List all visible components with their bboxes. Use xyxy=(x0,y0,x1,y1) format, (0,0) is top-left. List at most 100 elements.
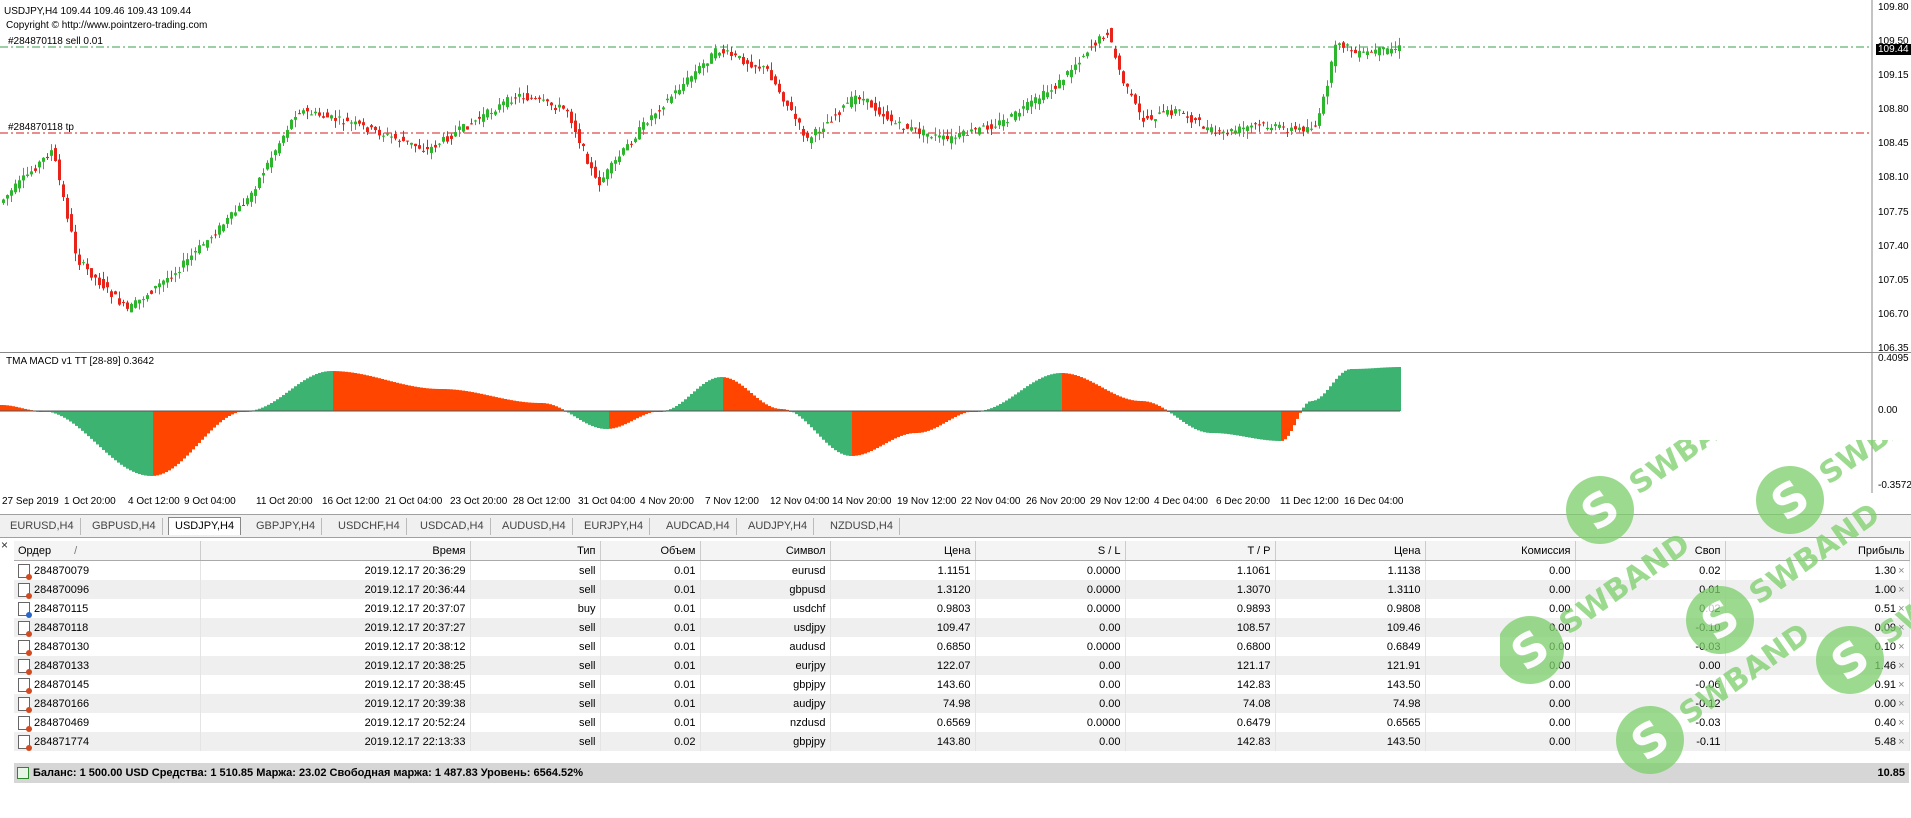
candle-body xyxy=(746,60,749,64)
order-row[interactable]: 284870115 2019.12.17 20:37:07 buy 0.01 usdch… xyxy=(14,599,1910,618)
macd-bar xyxy=(447,389,450,411)
close-order-icon[interactable]: × xyxy=(1898,697,1905,710)
chart-tab[interactable]: NZDUSD,H4 xyxy=(824,518,900,535)
close-order-icon[interactable]: × xyxy=(1898,583,1905,596)
col-time[interactable]: Время xyxy=(200,541,471,561)
cell-sl: 0.00 xyxy=(975,732,1126,751)
candle-body xyxy=(850,96,853,108)
chart-tab[interactable]: USDJPY,H4 xyxy=(168,517,242,535)
candle-body xyxy=(1098,36,1101,44)
macd-bar xyxy=(996,405,999,411)
order-row[interactable]: 284870096 2019.12.17 20:36:44 sell 0.01 gbpu… xyxy=(14,580,1910,599)
close-order-icon[interactable]: × xyxy=(1898,621,1905,634)
candles xyxy=(2,27,1401,313)
close-order-icon[interactable]: × xyxy=(1898,735,1905,748)
col-tp[interactable]: T / P xyxy=(1125,541,1276,561)
price-tick: 106.70 xyxy=(1878,309,1909,320)
macd-bar xyxy=(768,405,771,411)
order-row[interactable]: 284870079 2019.12.17 20:36:29 sell 0.01 euru… xyxy=(14,560,1910,580)
order-line-label: #284870118 sell 0.01 xyxy=(8,36,103,47)
macd-bar xyxy=(585,411,588,424)
col-commission[interactable]: Комиссия xyxy=(1425,541,1576,561)
chart-tab[interactable]: AUDCAD,H4 xyxy=(660,518,737,535)
cell-profit: 0.91 × xyxy=(1725,675,1910,694)
macd-bar xyxy=(384,379,387,411)
col-swap[interactable]: Своп xyxy=(1575,541,1726,561)
macd-bar xyxy=(882,411,885,445)
candle-body xyxy=(634,138,637,143)
candle-body xyxy=(1018,112,1021,117)
col-symbol[interactable]: Символ xyxy=(700,541,831,561)
col-profit[interactable]: Прибыль xyxy=(1725,541,1910,561)
price-chart[interactable]: USDJPY,H4 109.44 109.46 109.43 109.44 Co… xyxy=(0,0,1911,354)
order-row[interactable]: 284870166 2019.12.17 20:39:38 sell 0.01 audj… xyxy=(14,694,1910,713)
order-row[interactable]: 284871774 2019.12.17 22:13:33 sell 0.02 gbpj… xyxy=(14,732,1910,751)
terminal-close-icon[interactable]: × xyxy=(1,538,9,552)
macd-bar xyxy=(1044,376,1047,411)
macd-bar xyxy=(387,380,390,411)
order-row[interactable]: 284870145 2019.12.17 20:38:45 sell 0.01 gbpj… xyxy=(14,675,1910,694)
macd-bar xyxy=(1128,399,1131,411)
price-tick: 108.80 xyxy=(1878,104,1909,115)
macd-bar xyxy=(720,377,723,411)
close-order-icon[interactable]: × xyxy=(1898,602,1905,615)
macd-bar xyxy=(876,411,879,449)
close-order-icon[interactable]: × xyxy=(1898,659,1905,672)
chart-tab[interactable]: USDCHF,H4 xyxy=(332,518,407,535)
order-row[interactable]: 284870133 2019.12.17 20:38:25 sell 0.01 eurj… xyxy=(14,656,1910,675)
candle-body xyxy=(1250,125,1253,128)
col-current-price[interactable]: Цена xyxy=(1275,541,1426,561)
close-order-icon[interactable]: × xyxy=(1898,678,1905,691)
macd-bar xyxy=(1224,411,1227,434)
macd-bar xyxy=(273,401,276,411)
col-price[interactable]: Цена xyxy=(830,541,976,561)
macd-bar xyxy=(1185,411,1188,424)
macd-bar xyxy=(762,402,765,411)
candle-body xyxy=(474,120,477,122)
macd-bar xyxy=(1080,377,1083,411)
close-order-icon[interactable]: × xyxy=(1898,640,1905,653)
cell-sl: 0.0000 xyxy=(975,599,1126,618)
col-sl[interactable]: S / L xyxy=(975,541,1126,561)
cell-time: 2019.12.17 20:36:29 xyxy=(200,560,471,580)
candle-body xyxy=(166,277,169,283)
macd-bar xyxy=(18,407,21,411)
chart-tab[interactable]: GBPUSD,H4 xyxy=(86,518,163,535)
candle-body xyxy=(1390,48,1393,54)
macd-bar xyxy=(1134,400,1137,411)
macd-bar xyxy=(171,411,174,469)
candle-body xyxy=(226,218,229,224)
order-row[interactable]: 284870130 2019.12.17 20:38:12 sell 0.01 audu… xyxy=(14,637,1910,656)
order-row[interactable]: 284870469 2019.12.17 20:52:24 sell 0.01 nzdu… xyxy=(14,713,1910,732)
chart-tab[interactable]: EURUSD,H4 xyxy=(4,518,81,535)
macd-indicator-window[interactable]: TMA MACD v1 TT [28-89] 0.3642 0.4095 0.0… xyxy=(0,353,1911,494)
price-chart-canvas[interactable] xyxy=(0,0,1911,352)
close-order-icon[interactable]: × xyxy=(1898,564,1905,577)
macd-bar xyxy=(1173,411,1176,416)
chart-tab[interactable]: EURJPY,H4 xyxy=(578,518,651,535)
macd-bar xyxy=(465,391,468,411)
macd-bar xyxy=(519,401,522,411)
chart-tab[interactable]: USDCAD,H4 xyxy=(414,518,491,535)
time-tick: 16 Dec 04:00 xyxy=(1344,496,1404,507)
chart-tab[interactable]: AUDJPY,H4 xyxy=(742,518,815,535)
col-order[interactable]: Ордер / xyxy=(14,541,201,561)
col-volume[interactable]: Объем xyxy=(600,541,701,561)
macd-bar xyxy=(1347,369,1350,411)
chart-tab[interactable]: GBPJPY,H4 xyxy=(250,518,323,535)
candle-body xyxy=(630,143,633,145)
candle-body xyxy=(1058,80,1061,89)
macd-bar xyxy=(750,393,753,411)
macd-bar xyxy=(936,411,939,427)
cell-commission: 0.00 xyxy=(1425,713,1576,732)
col-type[interactable]: Тип xyxy=(470,541,601,561)
close-order-icon[interactable]: × xyxy=(1898,716,1905,729)
chart-tab[interactable]: AUDUSD,H4 xyxy=(496,518,573,535)
macd-bar xyxy=(714,377,717,411)
cell-sl: 0.00 xyxy=(975,656,1126,675)
macd-bar xyxy=(315,373,318,411)
macd-bar xyxy=(1206,411,1209,433)
order-cell: 284870166 xyxy=(14,694,201,713)
macd-bar xyxy=(1365,368,1368,411)
order-row[interactable]: 284870118 2019.12.17 20:37:27 sell 0.01 usdj… xyxy=(14,618,1910,637)
